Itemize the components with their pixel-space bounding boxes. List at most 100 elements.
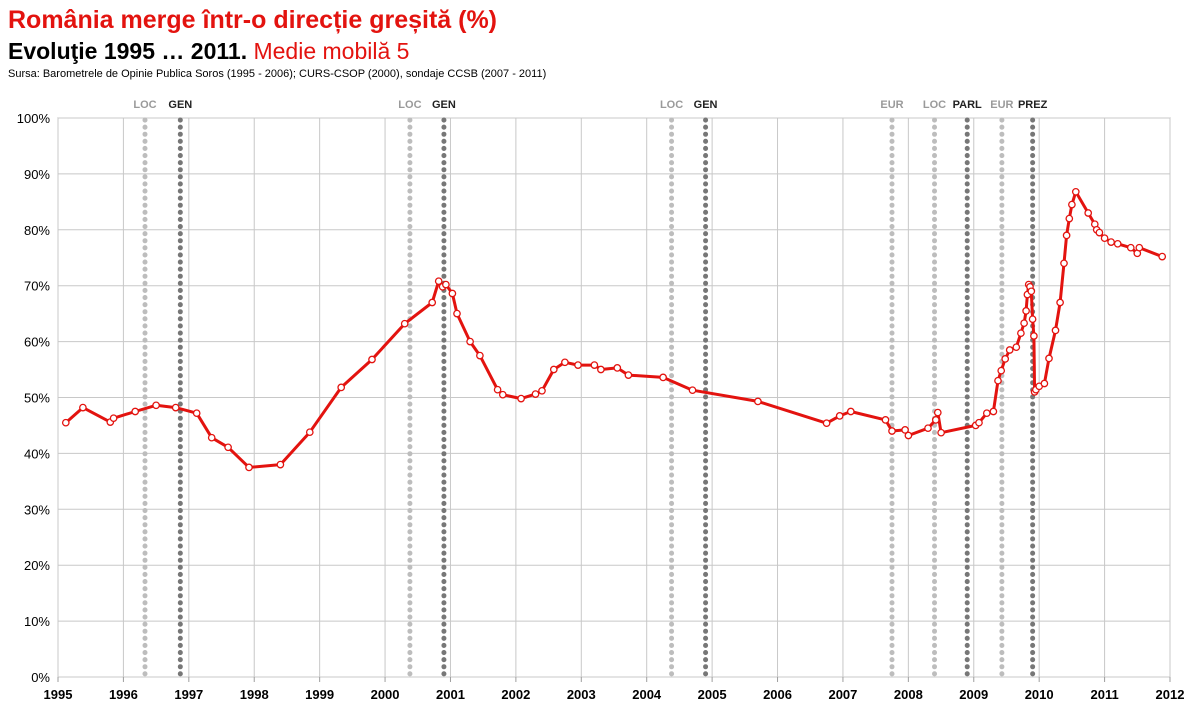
data-point <box>997 366 1006 375</box>
x-tick-label: 2001 <box>436 687 465 702</box>
event-label: LOC <box>923 99 946 111</box>
data-point <box>448 289 457 298</box>
y-tick-label: 30% <box>24 502 50 517</box>
data-point <box>1045 354 1053 363</box>
data-point <box>368 355 376 364</box>
x-tick-label: 2009 <box>959 687 988 702</box>
x-tick-label: 1995 <box>44 687 73 702</box>
event-label: GEN <box>168 99 192 111</box>
data-point <box>245 463 253 472</box>
data-point <box>624 371 633 379</box>
data-point <box>1022 307 1030 315</box>
x-tick-label: 2005 <box>698 687 727 702</box>
data-point <box>171 403 180 412</box>
subtitle-main: Evoluţie 1995 … 2011. <box>8 38 248 64</box>
data-point <box>79 403 87 412</box>
data-point <box>1005 346 1014 354</box>
y-tick-label: 80% <box>24 223 50 238</box>
x-tick-label: 1999 <box>305 687 334 702</box>
data-point <box>933 408 942 417</box>
y-axis-ticks: 0% 10% 20% 30% 40% 50% 60% 70% 80% 90% 100% <box>17 111 51 685</box>
data-point <box>192 409 201 418</box>
data-point <box>549 365 558 374</box>
data-point <box>1068 200 1076 209</box>
data-point <box>1126 243 1135 252</box>
y-tick-label: 90% <box>24 167 50 182</box>
x-tick-label: 1997 <box>174 687 203 702</box>
data-point <box>881 416 890 424</box>
data-point <box>561 358 569 367</box>
data-point <box>131 407 140 416</box>
y-tick-label: 10% <box>24 614 50 629</box>
data-point <box>574 361 582 369</box>
data-point <box>1051 326 1060 335</box>
data-point <box>901 426 909 434</box>
data-point <box>888 427 896 435</box>
data-point <box>1065 214 1074 223</box>
data-point <box>531 390 540 398</box>
data-point <box>1027 287 1036 296</box>
data-point <box>305 428 314 437</box>
subtitle-moving-average: Medie mobilă 5 <box>253 38 410 64</box>
data-point <box>400 319 409 328</box>
data-point <box>1060 259 1068 268</box>
data-point <box>659 373 667 382</box>
data-point <box>538 386 546 395</box>
x-axis-ticks: 1995 1996 1997 1998 1999 2000 2001 2002 2003 2004… <box>44 687 1185 702</box>
data-point <box>152 401 160 410</box>
data-point <box>517 394 525 403</box>
data-point <box>590 361 599 369</box>
event-label: EUR <box>880 99 903 111</box>
data-point <box>453 309 461 318</box>
x-tick-label: 2003 <box>567 687 596 702</box>
x-tick-label: 2006 <box>763 687 792 702</box>
data-point <box>1056 298 1064 307</box>
x-tick-label: 1996 <box>109 687 138 702</box>
data-points <box>61 187 1167 472</box>
data-point <box>1001 355 1010 363</box>
event-label: LOC <box>133 99 156 111</box>
data-point <box>1028 315 1037 324</box>
x-tick-label: 2012 <box>1156 687 1185 702</box>
data-point <box>428 298 437 307</box>
data-point <box>1113 239 1122 248</box>
data-point <box>835 412 844 420</box>
data-point <box>276 460 285 469</box>
x-tick-label: 2002 <box>501 687 530 702</box>
data-point <box>442 280 450 289</box>
data-point <box>1020 319 1028 328</box>
data-point <box>613 364 622 372</box>
data-point <box>904 431 913 440</box>
chart-subtitle: Evoluţie 1995 … 2011. Medie mobilă 5 <box>8 38 409 65</box>
data-point <box>982 409 991 418</box>
data-point <box>207 433 216 442</box>
x-tick-label: 2010 <box>1025 687 1054 702</box>
data-point <box>1135 243 1144 252</box>
x-tick-label: 2011 <box>1090 687 1118 702</box>
data-point <box>1030 332 1038 340</box>
data-point <box>994 376 1002 385</box>
event-label: GEN <box>432 99 456 111</box>
y-tick-label: 100% <box>17 111 51 126</box>
data-point <box>498 390 507 399</box>
data-point <box>1062 231 1071 240</box>
data-point <box>1095 228 1104 237</box>
data-point <box>1012 343 1021 352</box>
x-tick-label: 2008 <box>894 687 923 702</box>
y-tick-label: 20% <box>24 558 50 573</box>
event-label: PREZ <box>1018 99 1048 111</box>
data-point <box>337 383 346 392</box>
data-point <box>224 443 232 452</box>
data-point <box>931 416 940 424</box>
data-point <box>61 418 70 427</box>
data-point <box>1107 238 1115 246</box>
data-point <box>1158 252 1167 261</box>
event-label: LOC <box>398 99 421 111</box>
data-point <box>1017 329 1025 338</box>
data-point <box>1071 187 1080 196</box>
x-tick-label: 1998 <box>240 687 269 702</box>
data-point <box>493 385 502 394</box>
data-point <box>434 277 443 286</box>
data-point <box>822 419 831 428</box>
